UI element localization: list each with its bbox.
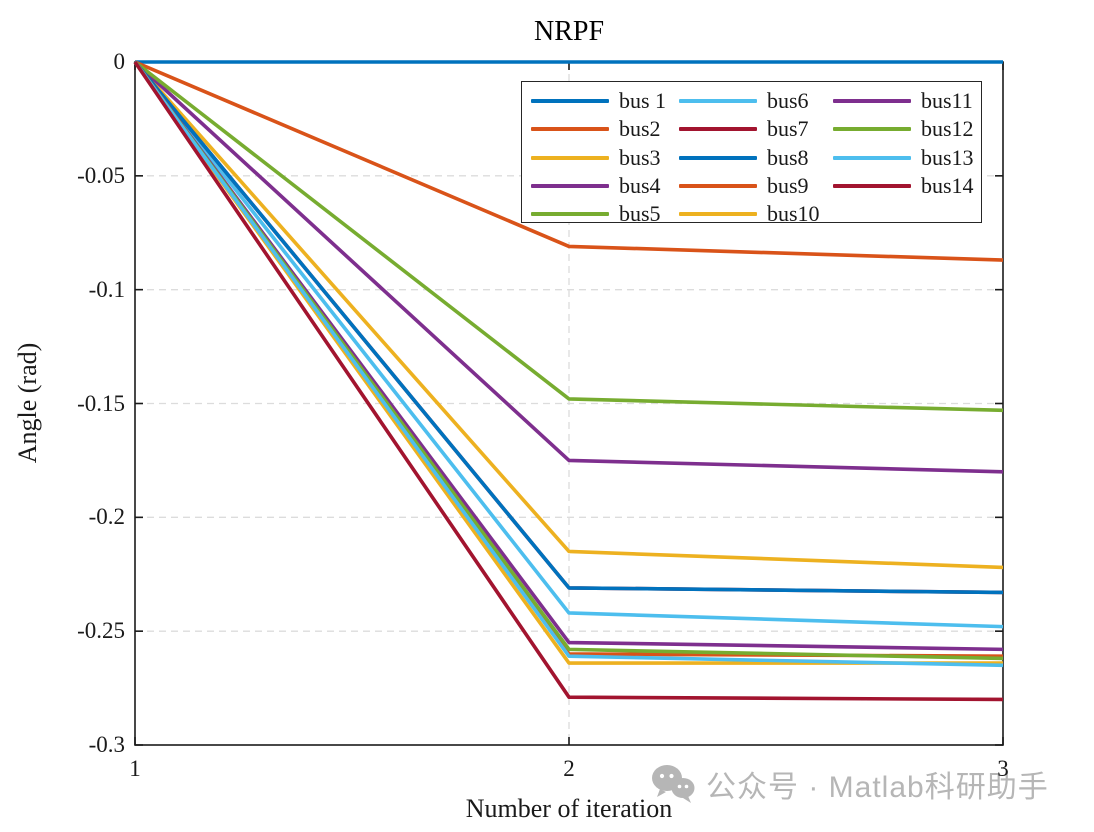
series-line-bus4 [133,60,1004,474]
legend-label: bus5 [619,201,661,226]
x-axis-label: Number of iteration [465,794,673,823]
legend-line-swatch [679,184,757,188]
y-tick-label: -0.3 [88,732,125,757]
legend-label: bus11 [921,88,973,113]
legend-line-swatch [531,184,609,188]
legend-line-swatch [833,127,911,131]
legend-line-swatch [833,99,911,103]
legend-entry-bus4: bus4 [531,173,661,199]
watermark-text: 公众号 · Matlab科研助手 [706,771,1049,804]
legend-label: bus6 [767,88,809,113]
legend-line-swatch [531,212,609,216]
legend-line-swatch [833,184,911,188]
legend-line-swatch [833,156,911,160]
legend-entry-bus8: bus8 [679,145,809,171]
y-tick-label: -0.2 [88,504,125,530]
wechat-icon [652,765,695,803]
y-tick-label: -0.15 [77,390,125,416]
legend-label: bus10 [767,201,820,226]
series-line-bus2 [134,60,1004,262]
legend: bus 1 bus2 bus3 bus4 bus5 bus6 bus7 bus8 bus9 bus… [521,81,982,226]
y-tick-label: -0.25 [77,618,125,644]
legend-entry-bus13: bus13 [833,145,974,171]
legend-label: bus2 [619,116,661,141]
series-line-bus8 [133,60,1004,595]
legend-label: bus13 [921,145,974,170]
y-tick-label: -0.1 [88,276,125,302]
legend-entry-bus5: bus5 [531,201,661,227]
legend-entry-bus11: bus11 [833,88,973,114]
legend-entry-bus6: bus6 [679,88,809,114]
legend-line-swatch [531,156,609,160]
x-tick-label: 1 [129,756,141,781]
legend-entry-bus2: bus2 [531,116,661,142]
legend-label: bus14 [921,173,974,198]
legend-entry-bus7: bus7 [679,116,809,142]
chart-title: NRPF [533,16,605,47]
y-tick-label: -0.05 [77,162,125,188]
series-line-bus13 [133,60,1004,668]
legend-line-swatch [679,127,757,131]
legend-line-swatch [679,156,757,160]
legend-label: bus9 [767,173,809,198]
legend-line-swatch [679,212,757,216]
legend-line-swatch [531,99,609,103]
y-tick-label: 0 [113,49,126,74]
series-line-bus14 [133,60,1004,702]
x-tick-label: 2 [563,756,575,781]
series-line-bus5 [133,60,1004,413]
legend-entry-bus12: bus12 [833,116,974,142]
legend-entry-bus1: bus 1 [531,88,666,114]
legend-label: bus7 [767,116,809,141]
series-line-bus6 [133,60,1004,629]
series-line-bus3 [133,60,1004,570]
legend-line-swatch [679,99,757,103]
legend-entry-bus14: bus14 [833,173,974,199]
legend-entry-bus3: bus3 [531,145,661,171]
legend-entry-bus9: bus9 [679,173,809,199]
legend-label: bus12 [921,116,974,141]
legend-entry-bus10: bus10 [679,201,820,227]
legend-label: bus4 [619,173,661,198]
watermark: 公众号 · Matlab科研助手 [650,762,1049,806]
legend-line-swatch [531,127,609,131]
x-tick-label: 3 [997,756,1009,781]
legend-label: bus 1 [619,88,667,113]
legend-label: bus8 [767,145,809,170]
legend-label: bus3 [619,145,661,170]
